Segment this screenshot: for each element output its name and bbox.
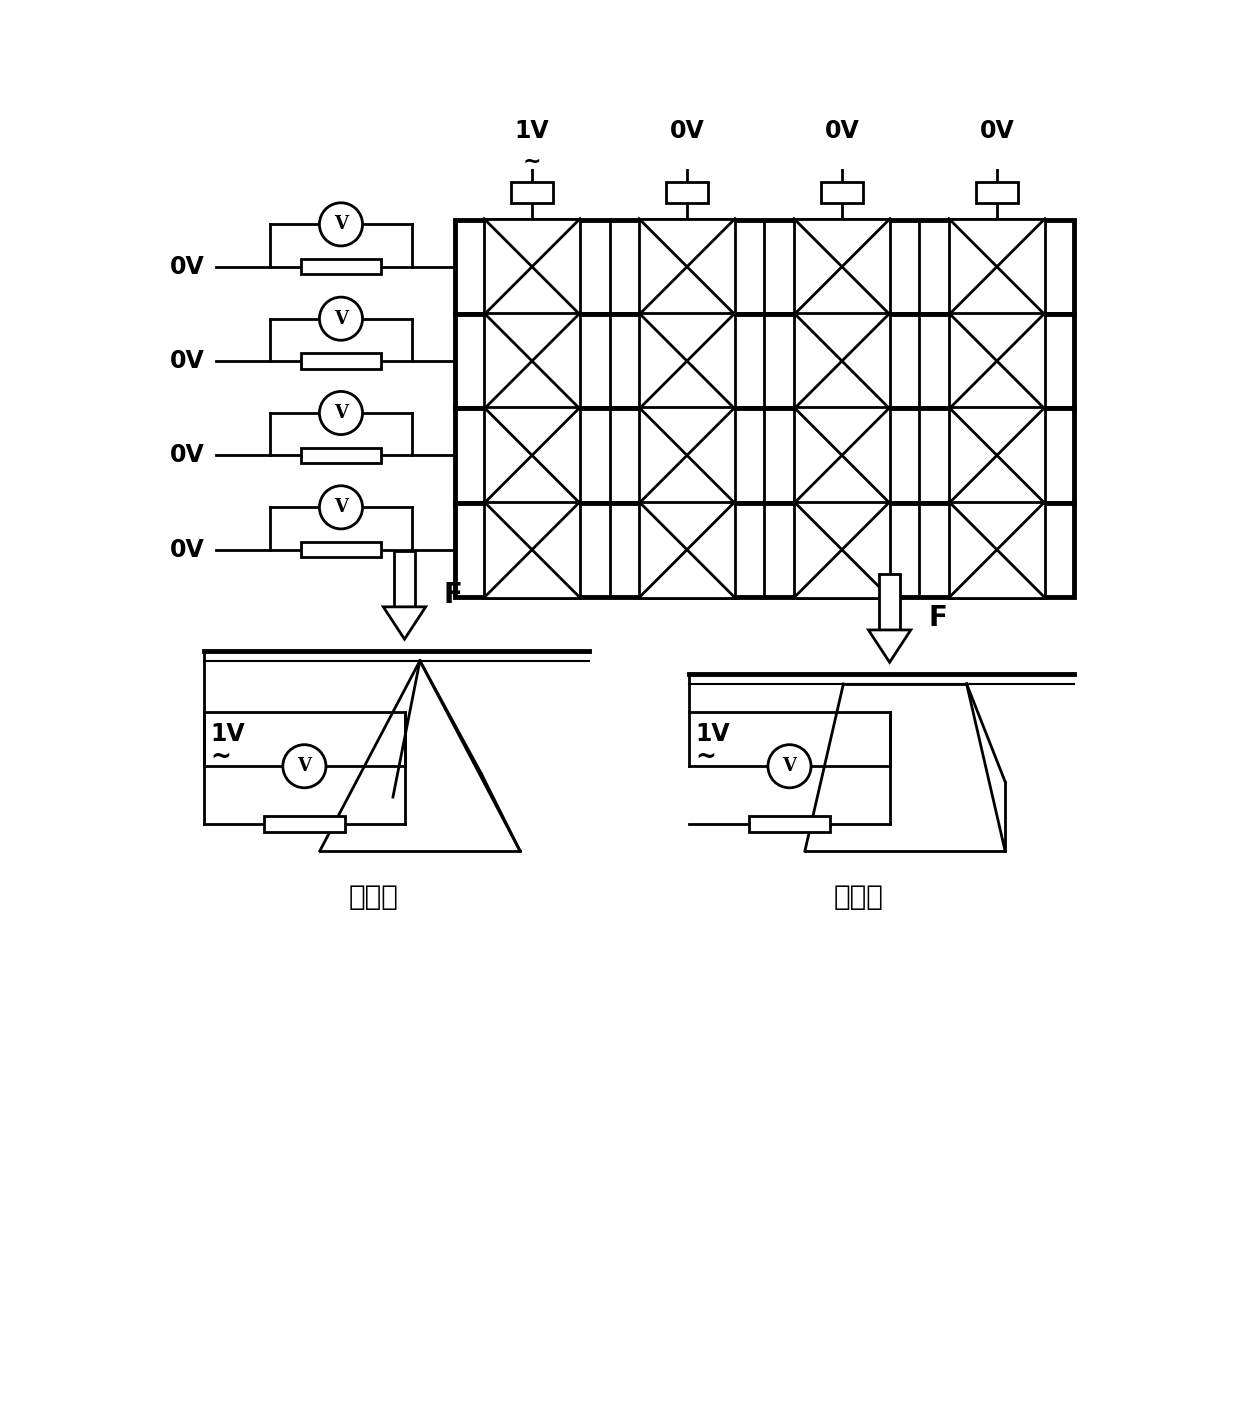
Text: 0V: 0V	[980, 118, 1014, 142]
Bar	[264, 817, 345, 832]
Text: V: V	[298, 758, 311, 775]
Text: 0V: 0V	[170, 254, 205, 278]
Text: 0V: 0V	[170, 349, 205, 373]
Text: V: V	[334, 404, 348, 422]
Circle shape	[320, 202, 362, 246]
Bar	[949, 408, 1045, 503]
Text: V: V	[334, 215, 348, 233]
Polygon shape	[383, 607, 425, 640]
Bar	[794, 314, 890, 409]
Text: 0V: 0V	[170, 537, 205, 561]
Bar	[639, 502, 735, 598]
Bar	[879, 574, 900, 630]
Bar	[976, 181, 1018, 204]
Bar	[484, 314, 580, 409]
Bar	[794, 219, 890, 315]
Bar	[300, 353, 382, 368]
Text: 1V: 1V	[211, 721, 246, 747]
Bar	[639, 219, 735, 315]
Bar	[639, 408, 735, 503]
Circle shape	[320, 485, 362, 529]
Bar	[794, 502, 890, 598]
Text: 0V: 0V	[670, 118, 704, 142]
Bar	[455, 502, 1074, 596]
Text: 施压后: 施压后	[833, 883, 884, 911]
Text: V: V	[334, 498, 348, 516]
Text: V: V	[782, 758, 796, 775]
Circle shape	[768, 745, 811, 787]
Bar	[949, 314, 1045, 409]
Bar	[484, 502, 580, 598]
Circle shape	[320, 297, 362, 340]
Bar	[794, 408, 890, 503]
Text: 0V: 0V	[170, 443, 205, 467]
Bar	[949, 502, 1045, 598]
Bar	[484, 219, 580, 315]
Bar	[511, 181, 553, 204]
Bar	[300, 541, 382, 557]
Bar	[300, 259, 382, 274]
Text: 施压前: 施压前	[348, 883, 398, 911]
Bar	[455, 219, 1074, 314]
Text: ~: ~	[523, 152, 542, 172]
Text: V: V	[334, 309, 348, 328]
Bar	[949, 219, 1045, 315]
Circle shape	[283, 745, 326, 787]
Text: ~: ~	[211, 745, 232, 769]
Bar	[455, 314, 1074, 408]
Polygon shape	[868, 630, 910, 662]
Bar	[666, 181, 708, 204]
Bar	[300, 447, 382, 463]
Text: ~: ~	[696, 745, 717, 769]
Text: 1V: 1V	[515, 118, 549, 142]
Circle shape	[320, 391, 362, 434]
Bar	[749, 817, 830, 832]
Bar	[821, 181, 863, 204]
Bar	[455, 408, 1074, 502]
Text: 0V: 0V	[825, 118, 859, 142]
Text: F: F	[443, 581, 461, 609]
Bar	[639, 314, 735, 409]
Text: F: F	[928, 605, 947, 633]
Bar	[394, 551, 415, 607]
Text: 1V: 1V	[696, 721, 730, 747]
Bar	[484, 408, 580, 503]
